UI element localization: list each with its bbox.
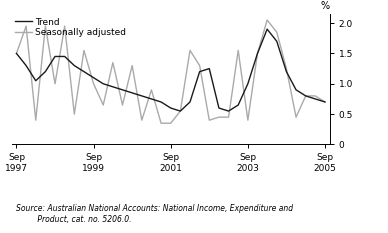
Trend: [14, 52, 19, 55]
Trend: [120, 89, 125, 91]
Trend: [284, 70, 289, 73]
Seasonally adjusted: [274, 31, 279, 34]
Trend: [62, 55, 67, 58]
Seasonally adjusted: [197, 64, 202, 67]
Seasonally adjusted: [24, 25, 28, 27]
Line: Trend: Trend: [16, 29, 325, 111]
Trend: [53, 55, 57, 58]
Trend: [188, 101, 192, 103]
Seasonally adjusted: [62, 25, 67, 27]
Seasonally adjusted: [43, 25, 48, 27]
Seasonally adjusted: [168, 122, 173, 125]
Seasonally adjusted: [226, 116, 231, 119]
Seasonally adjusted: [81, 49, 86, 52]
Trend: [24, 64, 28, 67]
Trend: [139, 95, 144, 97]
Line: Seasonally adjusted: Seasonally adjusted: [16, 20, 325, 123]
Trend: [72, 64, 77, 67]
Trend: [226, 110, 231, 113]
Trend: [236, 104, 241, 106]
Trend: [101, 82, 106, 85]
Legend: Trend, Seasonally adjusted: Trend, Seasonally adjusted: [14, 17, 127, 38]
Seasonally adjusted: [72, 113, 77, 116]
Trend: [33, 79, 38, 82]
Seasonally adjusted: [53, 82, 57, 85]
Text: %: %: [320, 1, 330, 11]
Seasonally adjusted: [217, 116, 221, 119]
Trend: [130, 92, 135, 94]
Seasonally adjusted: [303, 95, 308, 97]
Trend: [274, 40, 279, 43]
Trend: [197, 70, 202, 73]
Seasonally adjusted: [159, 122, 163, 125]
Trend: [111, 86, 115, 88]
Trend: [149, 98, 154, 100]
Seasonally adjusted: [255, 52, 260, 55]
Trend: [91, 76, 96, 79]
Seasonally adjusted: [246, 119, 250, 122]
Trend: [168, 107, 173, 110]
Trend: [159, 101, 163, 103]
Trend: [43, 70, 48, 73]
Seasonally adjusted: [101, 104, 106, 106]
Seasonally adjusted: [139, 119, 144, 122]
Seasonally adjusted: [284, 67, 289, 70]
Trend: [323, 101, 327, 103]
Trend: [217, 107, 221, 110]
Trend: [294, 89, 298, 91]
Seasonally adjusted: [91, 82, 96, 85]
Text: Source: Australian National Accounts: National Income, Expenditure and
         : Source: Australian National Accounts: Na…: [16, 204, 293, 224]
Trend: [81, 70, 86, 73]
Seasonally adjusted: [207, 119, 211, 122]
Seasonally adjusted: [149, 89, 154, 91]
Seasonally adjusted: [130, 64, 135, 67]
Trend: [303, 95, 308, 97]
Trend: [178, 110, 183, 113]
Trend: [255, 52, 260, 55]
Seasonally adjusted: [236, 49, 241, 52]
Trend: [207, 67, 211, 70]
Trend: [313, 98, 318, 100]
Seasonally adjusted: [120, 104, 125, 106]
Seasonally adjusted: [33, 119, 38, 122]
Seasonally adjusted: [188, 49, 192, 52]
Seasonally adjusted: [178, 110, 183, 113]
Seasonally adjusted: [111, 61, 115, 64]
Seasonally adjusted: [323, 101, 327, 103]
Seasonally adjusted: [313, 95, 318, 97]
Seasonally adjusted: [14, 52, 19, 55]
Seasonally adjusted: [294, 116, 298, 119]
Seasonally adjusted: [265, 19, 269, 21]
Trend: [246, 82, 250, 85]
Trend: [265, 28, 269, 31]
